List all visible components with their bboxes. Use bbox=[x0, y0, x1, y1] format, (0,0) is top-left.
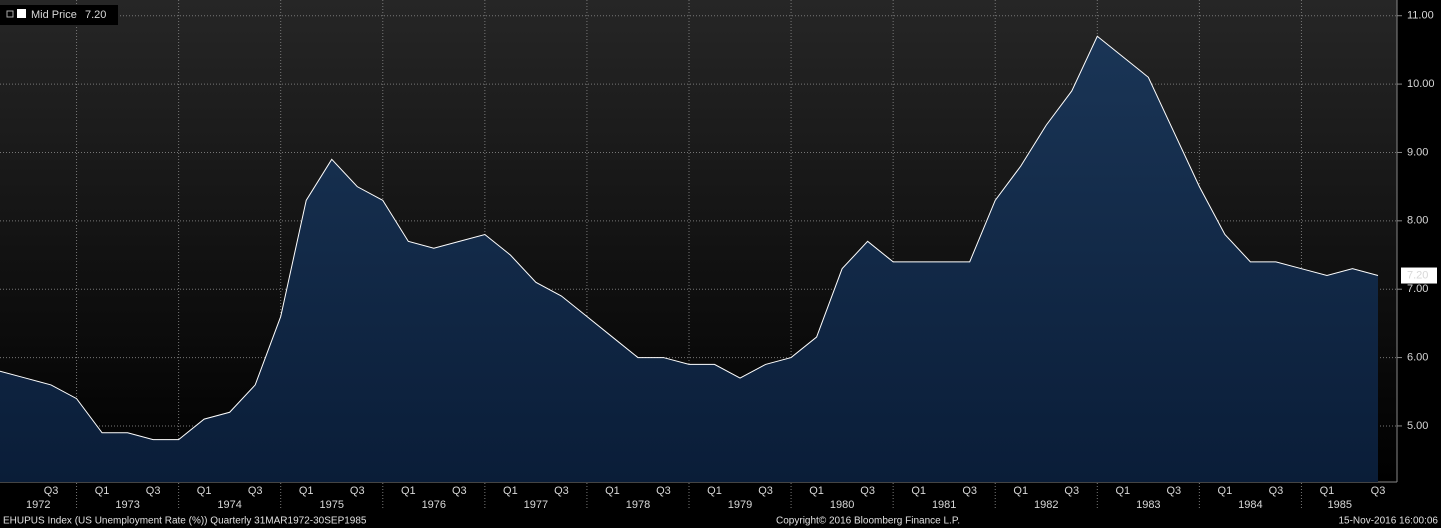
area bbox=[0, 36, 1378, 482]
x-tick-label: Q3 bbox=[44, 485, 59, 497]
x-tick-label: Q3 bbox=[350, 485, 365, 497]
x-tick-label: Q3 bbox=[656, 485, 671, 497]
x-year-label: 1983 bbox=[1136, 499, 1160, 511]
x-year-label: 1977 bbox=[524, 499, 548, 511]
x-tick-label: Q3 bbox=[554, 485, 569, 497]
y-tick-label: 11.00 bbox=[1407, 10, 1434, 22]
last-value-tag bbox=[1401, 267, 1437, 284]
x-tick-label: Q3 bbox=[1269, 485, 1284, 497]
x-year-label: 1984 bbox=[1238, 499, 1262, 511]
footer-security: EHUPUS Index (US Unemployment Rate (%)) … bbox=[3, 516, 367, 527]
x-year-label: 1972 bbox=[26, 499, 50, 511]
legend-label: Mid Price bbox=[31, 9, 77, 21]
y-tick-label: 7.00 bbox=[1407, 283, 1428, 295]
x-tick-label: Q1 bbox=[707, 485, 722, 497]
y-tick-label: 9.00 bbox=[1407, 146, 1428, 158]
footer-copyright: Copyright© 2016 Bloomberg Finance L.P. bbox=[776, 516, 960, 527]
y-tick-label: 5.00 bbox=[1407, 420, 1428, 432]
x-year-label: 1973 bbox=[115, 499, 139, 511]
x-year-label: 1985 bbox=[1327, 499, 1351, 511]
x-tick-label: Q3 bbox=[452, 485, 467, 497]
x-tick-label: Q1 bbox=[299, 485, 314, 497]
x-year-label: 1981 bbox=[932, 499, 956, 511]
x-year-label: 1978 bbox=[626, 499, 650, 511]
x-tick-label: Q3 bbox=[1371, 485, 1386, 497]
x-tick-label: Q1 bbox=[503, 485, 518, 497]
x-tick-label: Q3 bbox=[1064, 485, 1079, 497]
x-tick-label: Q1 bbox=[1115, 485, 1130, 497]
x-year-label: 1979 bbox=[728, 499, 752, 511]
x-tick-label: Q1 bbox=[605, 485, 620, 497]
x-year-label: 1975 bbox=[319, 499, 343, 511]
footer-timestamp: 15-Nov-2016 16:00:06 bbox=[1338, 516, 1438, 527]
x-year-label: 1974 bbox=[217, 499, 241, 511]
x-tick-label: Q3 bbox=[962, 485, 977, 497]
x-tick-label: Q1 bbox=[1218, 485, 1233, 497]
y-tick-label: 8.00 bbox=[1407, 215, 1428, 227]
legend-value: 7.20 bbox=[85, 9, 106, 21]
x-tick-label: Q1 bbox=[1013, 485, 1028, 497]
x-tick-label: Q1 bbox=[197, 485, 212, 497]
x-tick-label: Q1 bbox=[95, 485, 110, 497]
legend: Mid Price 7.20 bbox=[0, 5, 118, 25]
x-tick-label: Q1 bbox=[1320, 485, 1335, 497]
y-tick-label: 6.00 bbox=[1407, 351, 1428, 363]
x-tick-label: Q3 bbox=[758, 485, 773, 497]
legend-box bbox=[0, 5, 118, 25]
y-tick-label: 10.00 bbox=[1407, 78, 1435, 90]
x-year-label: 1976 bbox=[422, 499, 446, 511]
x-tick-label: Q1 bbox=[809, 485, 824, 497]
line bbox=[0, 35, 1379, 441]
x-tick-label: Q1 bbox=[911, 485, 926, 497]
legend-toggle[interactable] bbox=[6, 10, 14, 18]
x-tick-label: Q1 bbox=[401, 485, 416, 497]
last-value-label: 7.20 bbox=[1407, 269, 1428, 281]
x-tick-label: Q3 bbox=[248, 485, 263, 497]
x-tick-label: Q3 bbox=[860, 485, 875, 497]
x-year-label: 1982 bbox=[1034, 499, 1058, 511]
x-tick-label: Q3 bbox=[1167, 485, 1182, 497]
x-tick-label: Q3 bbox=[146, 485, 161, 497]
x-year-label: 1980 bbox=[830, 499, 854, 511]
legend-swatch bbox=[17, 9, 26, 18]
